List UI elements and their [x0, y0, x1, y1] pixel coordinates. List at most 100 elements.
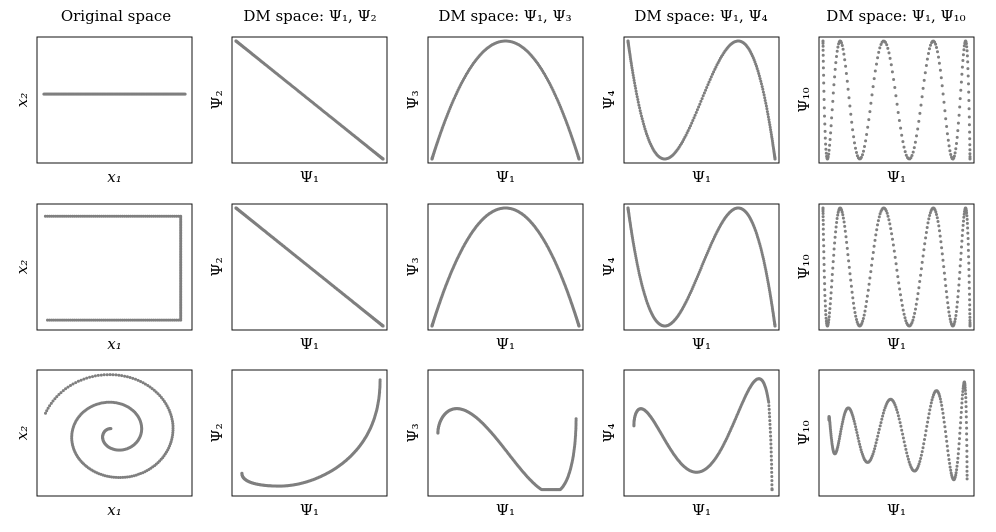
- data-point: [164, 214, 168, 218]
- data-point: [966, 67, 970, 71]
- data-point: [120, 374, 124, 378]
- panel-r1-c0: x₁ x₂: [13, 203, 193, 353]
- data-point: [884, 40, 887, 44]
- data-point: [828, 143, 832, 147]
- data-point: [57, 393, 61, 396]
- data-point: [926, 420, 930, 424]
- data-point: [574, 417, 578, 421]
- data-point: [836, 45, 840, 49]
- data-point: [965, 477, 969, 481]
- y-axis-label: Ψ₃: [404, 257, 422, 276]
- data-point: [62, 214, 66, 218]
- data-point: [924, 64, 928, 67]
- y-axis-label: Ψ₃: [404, 90, 422, 109]
- data-point: [944, 435, 948, 438]
- data-point: [98, 318, 101, 322]
- data-point: [853, 422, 857, 426]
- data-point: [829, 297, 833, 300]
- y-axis-label: Ψ₄: [600, 257, 618, 276]
- data-point: [850, 290, 854, 294]
- data-point: [921, 86, 925, 90]
- data-point: [763, 99, 767, 102]
- data-point: [840, 210, 844, 214]
- data-point: [687, 126, 691, 130]
- data-point: [127, 214, 131, 218]
- data-point: [965, 49, 969, 53]
- data-point: [112, 318, 116, 322]
- data-point: [894, 94, 898, 98]
- data-point: [773, 324, 777, 328]
- data-point: [881, 414, 885, 418]
- data-point: [926, 221, 930, 225]
- data-point: [170, 417, 174, 421]
- data-point: [958, 97, 962, 101]
- data-point: [861, 319, 865, 323]
- data-point: [877, 50, 881, 54]
- data-point: [117, 373, 121, 377]
- col-title-original: Original space: [61, 7, 171, 25]
- data-point: [924, 236, 928, 240]
- data-point: [877, 215, 881, 219]
- data-point: [773, 157, 777, 161]
- data-point: [894, 262, 898, 266]
- data-point: [171, 419, 174, 423]
- data-point: [822, 106, 826, 110]
- panel-frame: [427, 203, 584, 331]
- data-point: [845, 240, 849, 244]
- data-point: [967, 255, 971, 259]
- data-point: [636, 100, 640, 104]
- col-title-dm-1-3: DM space: Ψ₁, Ψ₃: [438, 7, 571, 25]
- data-point: [177, 318, 181, 322]
- data-point: [171, 424, 175, 428]
- data-point: [118, 318, 122, 322]
- data-point: [766, 112, 770, 116]
- data-point: [769, 454, 773, 458]
- data-point: [148, 385, 152, 389]
- data-point: [822, 263, 826, 266]
- data-point: [875, 228, 879, 232]
- data-point: [821, 44, 825, 48]
- data-point: [899, 424, 903, 428]
- data-point: [965, 469, 969, 473]
- data-point: [131, 318, 135, 322]
- data-point: [881, 411, 885, 415]
- data-point: [957, 113, 961, 117]
- data-point: [834, 230, 838, 234]
- data-point: [936, 220, 940, 223]
- data-point: [877, 431, 880, 435]
- data-point: [835, 55, 838, 58]
- data-point: [958, 264, 962, 268]
- data-point: [927, 52, 930, 55]
- data-point: [46, 214, 49, 218]
- data-point: [899, 293, 902, 297]
- data-point: [50, 318, 54, 322]
- data-point: [922, 248, 926, 252]
- data-point: [896, 275, 900, 279]
- data-point: [108, 318, 112, 322]
- data-point: [940, 403, 944, 407]
- data-point: [968, 319, 972, 322]
- data-point: [938, 229, 941, 233]
- data-point: [876, 434, 880, 438]
- data-point: [961, 393, 964, 397]
- data-point: [143, 214, 147, 218]
- data-point: [924, 231, 928, 234]
- data-point: [875, 62, 878, 66]
- data-point: [170, 318, 174, 322]
- data-point: [54, 214, 58, 218]
- data-point: [942, 420, 946, 424]
- data-point: [381, 324, 385, 328]
- data-point: [896, 111, 900, 114]
- data-point: [760, 85, 764, 89]
- data-point: [118, 214, 122, 218]
- data-point: [946, 301, 950, 305]
- data-point: [154, 214, 158, 218]
- data-point: [852, 135, 856, 139]
- data-point: [956, 460, 959, 464]
- data-point: [944, 290, 948, 294]
- data-point: [764, 101, 768, 105]
- data-point: [704, 88, 708, 92]
- data-point: [962, 219, 965, 223]
- data-point: [910, 154, 914, 157]
- data-point: [768, 125, 772, 129]
